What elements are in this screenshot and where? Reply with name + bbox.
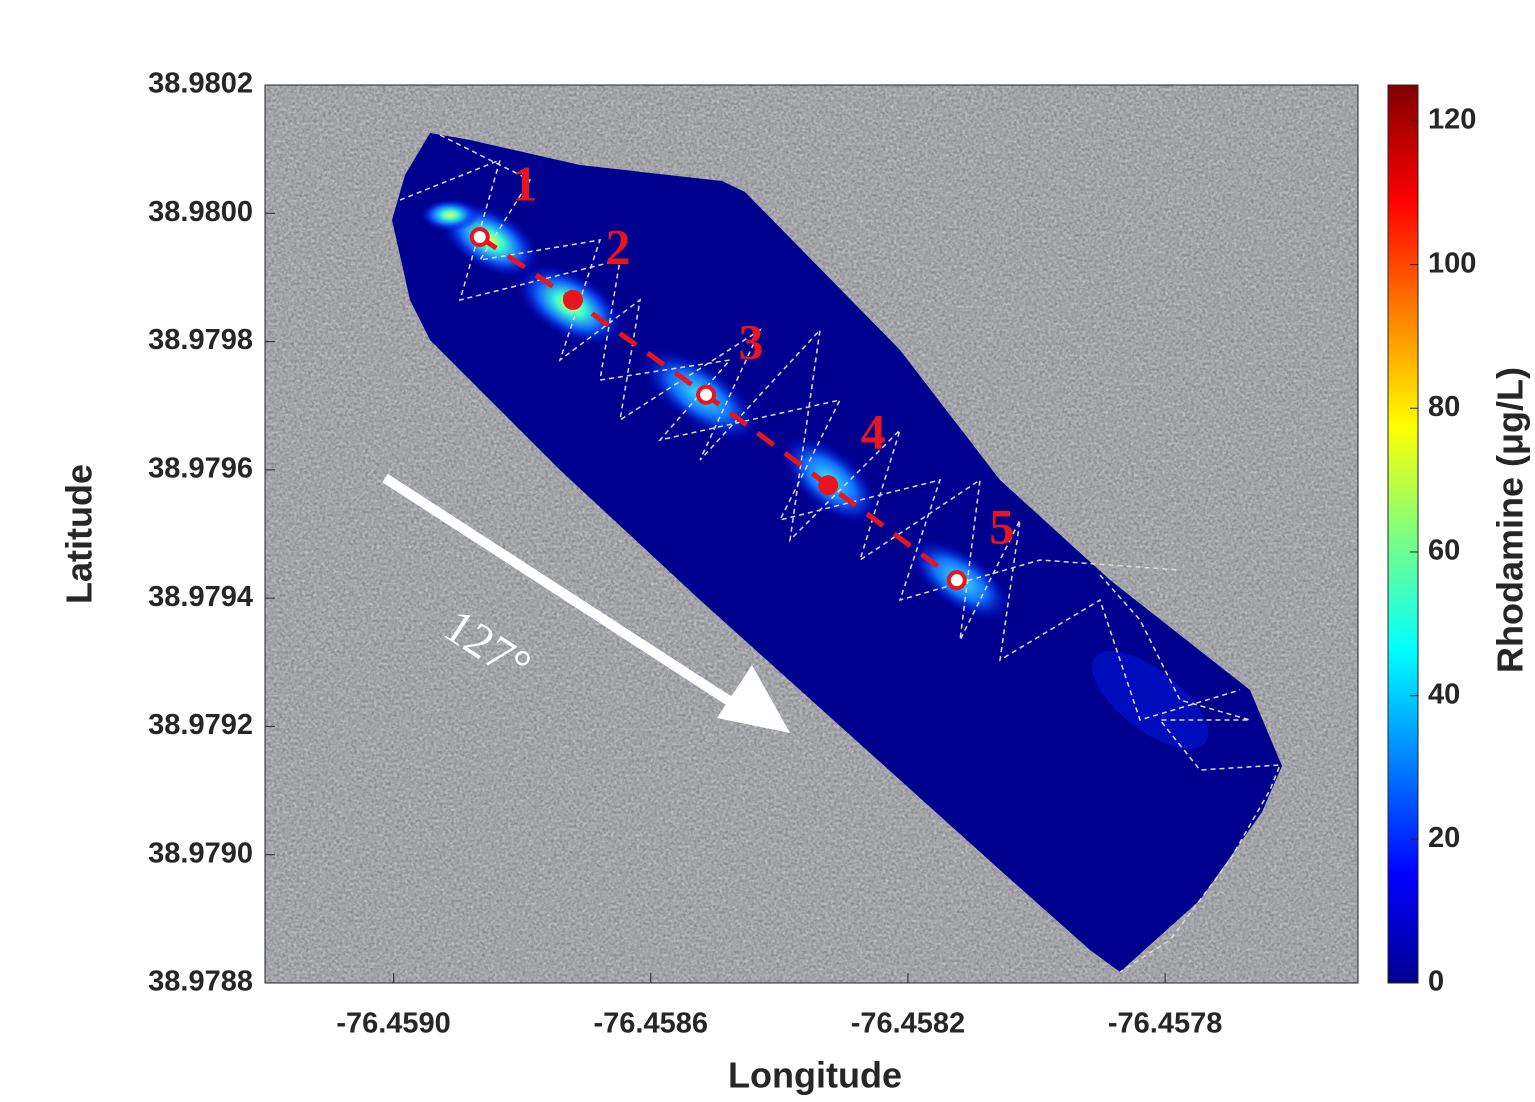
colorbar-tick-label: 120 — [1428, 104, 1476, 136]
x-tick-label: -76.4582 — [851, 1008, 966, 1040]
y-tick-label: 38.9794 — [148, 581, 253, 613]
map-background — [265, 85, 1358, 983]
chart: 127° Longitude Latitude Rhodamine (μg/L)… — [0, 0, 1535, 1102]
point-label: 1 — [512, 155, 537, 211]
colorbar-tick-label: 40 — [1428, 678, 1460, 710]
y-tick-label: 38.9790 — [148, 837, 253, 869]
y-tick-label: 38.9792 — [148, 709, 253, 741]
y-axis-label: Latitude — [59, 464, 100, 604]
colorbar-tick-label: 20 — [1428, 822, 1460, 854]
y-tick-label: 38.9798 — [148, 324, 253, 356]
point-label: 4 — [861, 404, 886, 460]
plume-center — [820, 477, 836, 493]
x-tick-label: -76.4578 — [1108, 1008, 1223, 1040]
colorbar-label: Rhodamine (μg/L) — [1490, 367, 1531, 673]
plume-center — [698, 387, 714, 403]
y-tick-label: 38.9802 — [148, 68, 253, 100]
y-tick-label: 38.9796 — [148, 453, 253, 485]
x-tick-label: -76.4590 — [336, 1008, 451, 1040]
plume-center — [472, 229, 488, 245]
colorbar-tick-label: 0 — [1428, 966, 1444, 998]
colorbar-tick-label: 80 — [1428, 391, 1460, 423]
point-label: 2 — [605, 218, 630, 274]
x-tick-label: -76.4586 — [594, 1008, 709, 1040]
colorbar — [1388, 85, 1418, 983]
colorbar-tick-label: 100 — [1428, 247, 1476, 279]
y-tick-label: 38.9788 — [148, 966, 253, 998]
plume-center — [949, 572, 965, 588]
point-label: 5 — [989, 499, 1014, 555]
y-tick-label: 38.9800 — [148, 196, 253, 228]
x-axis-label: Longitude — [728, 1055, 902, 1096]
plume-center — [565, 292, 581, 308]
point-label: 3 — [739, 313, 764, 369]
colorbar-tick-label: 60 — [1428, 535, 1460, 567]
